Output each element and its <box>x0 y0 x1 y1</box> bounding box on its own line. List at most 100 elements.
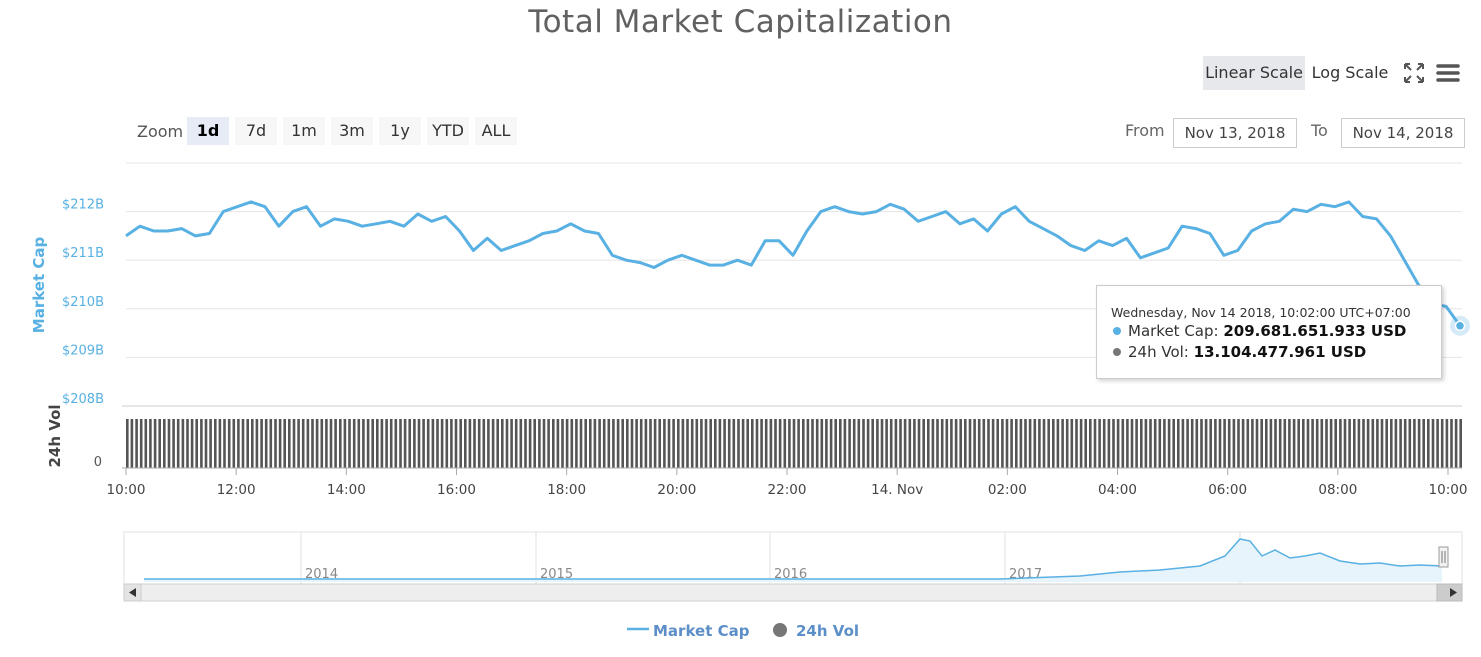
scroll-right-button[interactable] <box>1436 583 1463 602</box>
zoom-1y-button[interactable]: 1y <box>379 117 421 145</box>
volume-bar <box>501 419 504 468</box>
volume-bar <box>135 419 138 468</box>
hamburger-menu-icon[interactable] <box>1435 60 1461 86</box>
volume-bar <box>885 419 888 468</box>
volume-bar <box>959 419 962 468</box>
volume-bar <box>579 419 583 468</box>
x-tick-label: 08:00 <box>1318 482 1357 498</box>
legend-market-cap[interactable]: Market Cap <box>627 622 749 640</box>
linear-scale-button[interactable]: Linear Scale <box>1203 56 1305 90</box>
zoom-3m-button[interactable]: 3m <box>331 117 373 145</box>
volume-bar <box>802 419 805 468</box>
zoom-7d-button[interactable]: 7d <box>235 117 277 145</box>
fullscreen-icon[interactable] <box>1401 60 1427 86</box>
volume-bar <box>288 419 291 468</box>
volume-bar <box>820 419 824 468</box>
volume-bar <box>982 419 986 468</box>
volume-bar <box>913 419 916 468</box>
volume-bar <box>1070 419 1074 468</box>
volume-bar <box>163 419 166 468</box>
volume-bar <box>834 419 837 468</box>
volume-bar <box>422 419 425 468</box>
navigator[interactable]: 20142015201620172018 <box>123 531 1463 585</box>
volume-bar <box>1380 419 1384 468</box>
volume-bar <box>533 419 536 468</box>
zoom-ytd-button[interactable]: YTD <box>427 117 469 145</box>
tooltip-volume-label: 24h Vol: <box>1128 343 1189 361</box>
volume-bar <box>542 419 546 468</box>
volume-bar <box>1163 419 1166 468</box>
volume-bar <box>1320 419 1324 468</box>
x-tick-label: 10:00 <box>107 482 146 498</box>
volume-bar <box>1450 419 1453 468</box>
volume-bar <box>454 419 458 468</box>
volume-bar <box>1084 419 1087 468</box>
volume-bar <box>1126 419 1129 468</box>
volume-bar <box>936 419 939 468</box>
hover-point <box>1454 320 1466 332</box>
volume-bar <box>413 419 416 468</box>
navigator-handle[interactable] <box>1438 546 1449 568</box>
navigator-scrollbar[interactable] <box>123 583 1463 602</box>
volume-bar <box>1343 419 1347 468</box>
volume-bar <box>639 419 643 468</box>
volume-bar <box>903 419 907 468</box>
volume-bar <box>565 419 569 468</box>
volume-bar <box>1297 419 1300 468</box>
volume-bar <box>1427 419 1430 468</box>
volume-bar <box>788 419 791 468</box>
zoom-1d-button[interactable]: 1d <box>187 117 229 145</box>
volume-bar <box>1255 419 1259 468</box>
volume-bar <box>301 419 305 468</box>
volume-bar <box>149 419 152 468</box>
volume-bar <box>996 419 999 468</box>
to-date-input[interactable]: Nov 14, 2018 <box>1341 118 1465 148</box>
volume-bar <box>1028 419 1032 468</box>
volume-bar <box>607 419 611 468</box>
volume-bar <box>704 419 708 468</box>
volume-bar <box>616 419 620 468</box>
volume-bar <box>760 419 763 468</box>
volume-bar <box>848 419 851 468</box>
zoom-1m-button[interactable]: 1m <box>283 117 325 145</box>
volume-bar <box>491 419 495 468</box>
volume-bar <box>626 419 629 468</box>
volume-bar <box>343 419 347 468</box>
zoom-label: Zoom <box>137 122 184 141</box>
volume-bar <box>727 419 731 468</box>
volume-bar <box>598 419 601 468</box>
volume-bar <box>973 419 976 468</box>
volume-bar <box>1348 419 1351 468</box>
volume-bar <box>153 419 157 468</box>
x-tick-label: 22:00 <box>768 482 807 498</box>
volume-bar <box>385 419 388 468</box>
legend-volume[interactable]: 24h Vol <box>772 622 859 640</box>
x-tick-label: 16:00 <box>437 482 476 498</box>
volume-bar <box>1288 419 1291 468</box>
volume-bar <box>653 419 657 468</box>
volume-bar <box>315 419 319 468</box>
volume-axis-label: 24h Vol <box>46 404 64 467</box>
volume-bar <box>214 419 217 468</box>
volume-bar <box>945 419 949 468</box>
volume-bar <box>227 419 231 468</box>
volume-bar <box>852 419 856 468</box>
zoom-all-button[interactable]: ALL <box>475 117 517 145</box>
log-scale-button[interactable]: Log Scale <box>1311 63 1389 82</box>
volume-bar <box>1015 419 1018 468</box>
volume-bar <box>677 419 680 468</box>
volume-bar <box>1200 419 1203 468</box>
volume-bar <box>561 419 564 468</box>
volume-bar <box>459 419 462 468</box>
volume-bar <box>718 419 722 468</box>
volume-bar <box>991 419 995 468</box>
volume-bar <box>329 419 333 468</box>
y-axis-ticks: $212B $211B $210B $209B $208B <box>62 198 104 407</box>
volume-bar <box>1362 419 1365 468</box>
volume-bar <box>464 419 467 468</box>
volume-bar <box>1181 419 1185 468</box>
tooltip-volume-row: 24h Vol: 13.104.477.961 USD <box>1113 343 1366 361</box>
volume-bar <box>783 419 787 468</box>
from-date-input[interactable]: Nov 13, 2018 <box>1173 118 1297 148</box>
